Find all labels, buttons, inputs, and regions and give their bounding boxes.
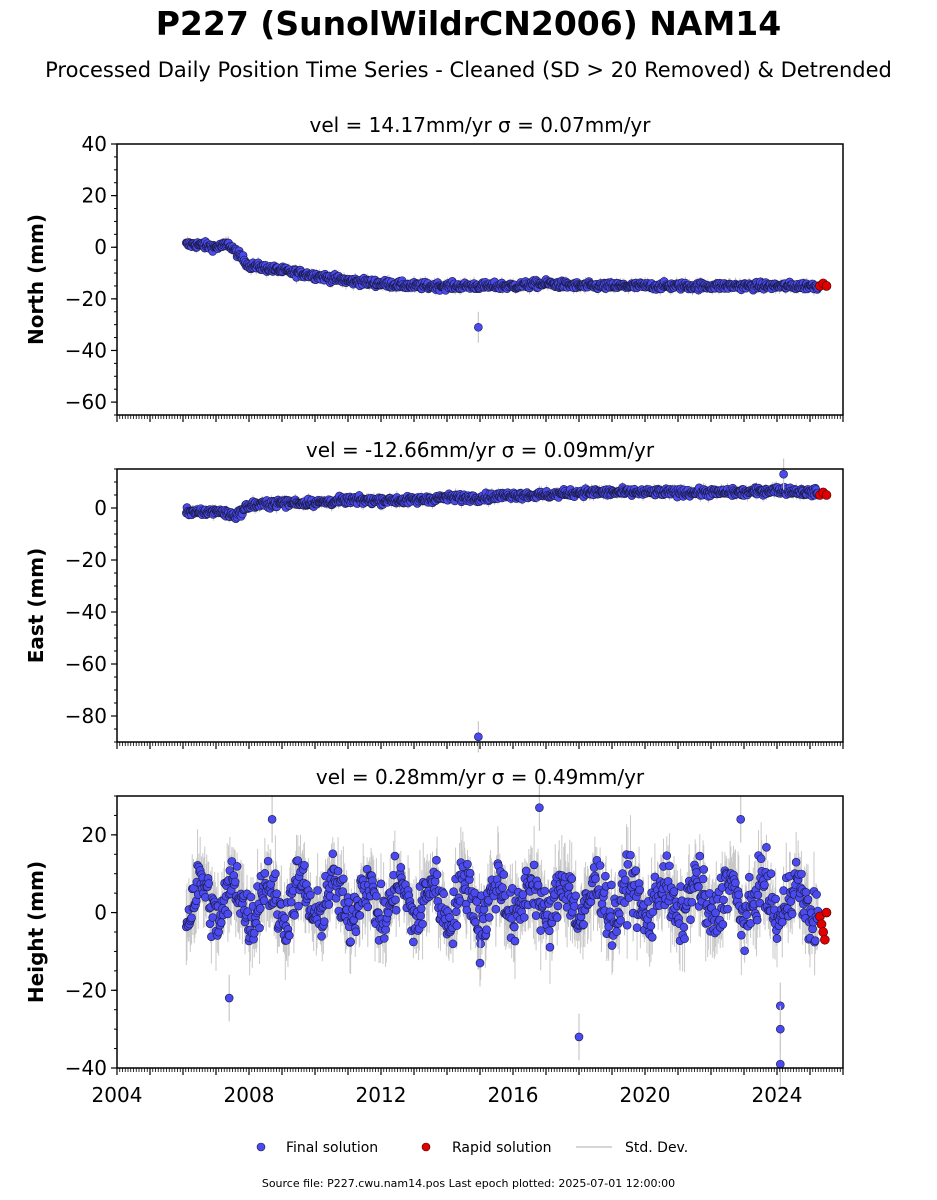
panel-1: vel = 14.17mm/yr σ = 0.07mm/yr North (mm)… — [24, 113, 844, 422]
y-tick-label: 20 — [82, 184, 107, 208]
y-tick-label: 0 — [94, 496, 107, 520]
y-tick-label: −20 — [65, 287, 107, 311]
y-axis-label: Height (mm) — [24, 861, 48, 1003]
page-subtitle: Processed Daily Position Time Series - C… — [45, 58, 892, 82]
outlier-point — [474, 732, 483, 742]
page-title: P227 (SunolWildrCN2006) NAM14 — [155, 4, 782, 43]
y-tick-label: −60 — [65, 390, 107, 414]
rapid-solution-point — [821, 490, 832, 500]
y-axis-label: East (mm) — [24, 548, 48, 664]
y-tick-label: 0 — [94, 235, 107, 259]
outlier-point — [779, 469, 788, 479]
y-axis-label: North (mm) — [24, 214, 48, 345]
y-tick-label: −60 — [65, 652, 107, 676]
panel-title: vel = 0.28mm/yr σ = 0.49mm/yr — [316, 765, 645, 789]
data-layer — [182, 458, 823, 753]
y-tick-label: −80 — [65, 704, 107, 728]
panel-2: vel = -12.66mm/yr σ = 0.09mm/yr East (mm)… — [24, 438, 844, 753]
rapid-solution-point — [821, 281, 832, 291]
outlier-point — [474, 322, 483, 332]
y-tick-label: −20 — [65, 548, 107, 572]
y-tick-label: −40 — [65, 600, 107, 624]
y-tick-label: −40 — [65, 338, 107, 362]
panel-title: vel = -12.66mm/yr σ = 0.09mm/yr — [306, 438, 655, 462]
data-layer — [182, 784, 823, 1088]
y-tick-label: 40 — [82, 132, 107, 156]
data-layer — [182, 236, 823, 343]
panel-3: vel = 0.28mm/yr σ = 0.49mm/yr Height (mm)… — [24, 765, 844, 1107]
panel-title: vel = 14.17mm/yr σ = 0.07mm/yr — [310, 113, 652, 137]
